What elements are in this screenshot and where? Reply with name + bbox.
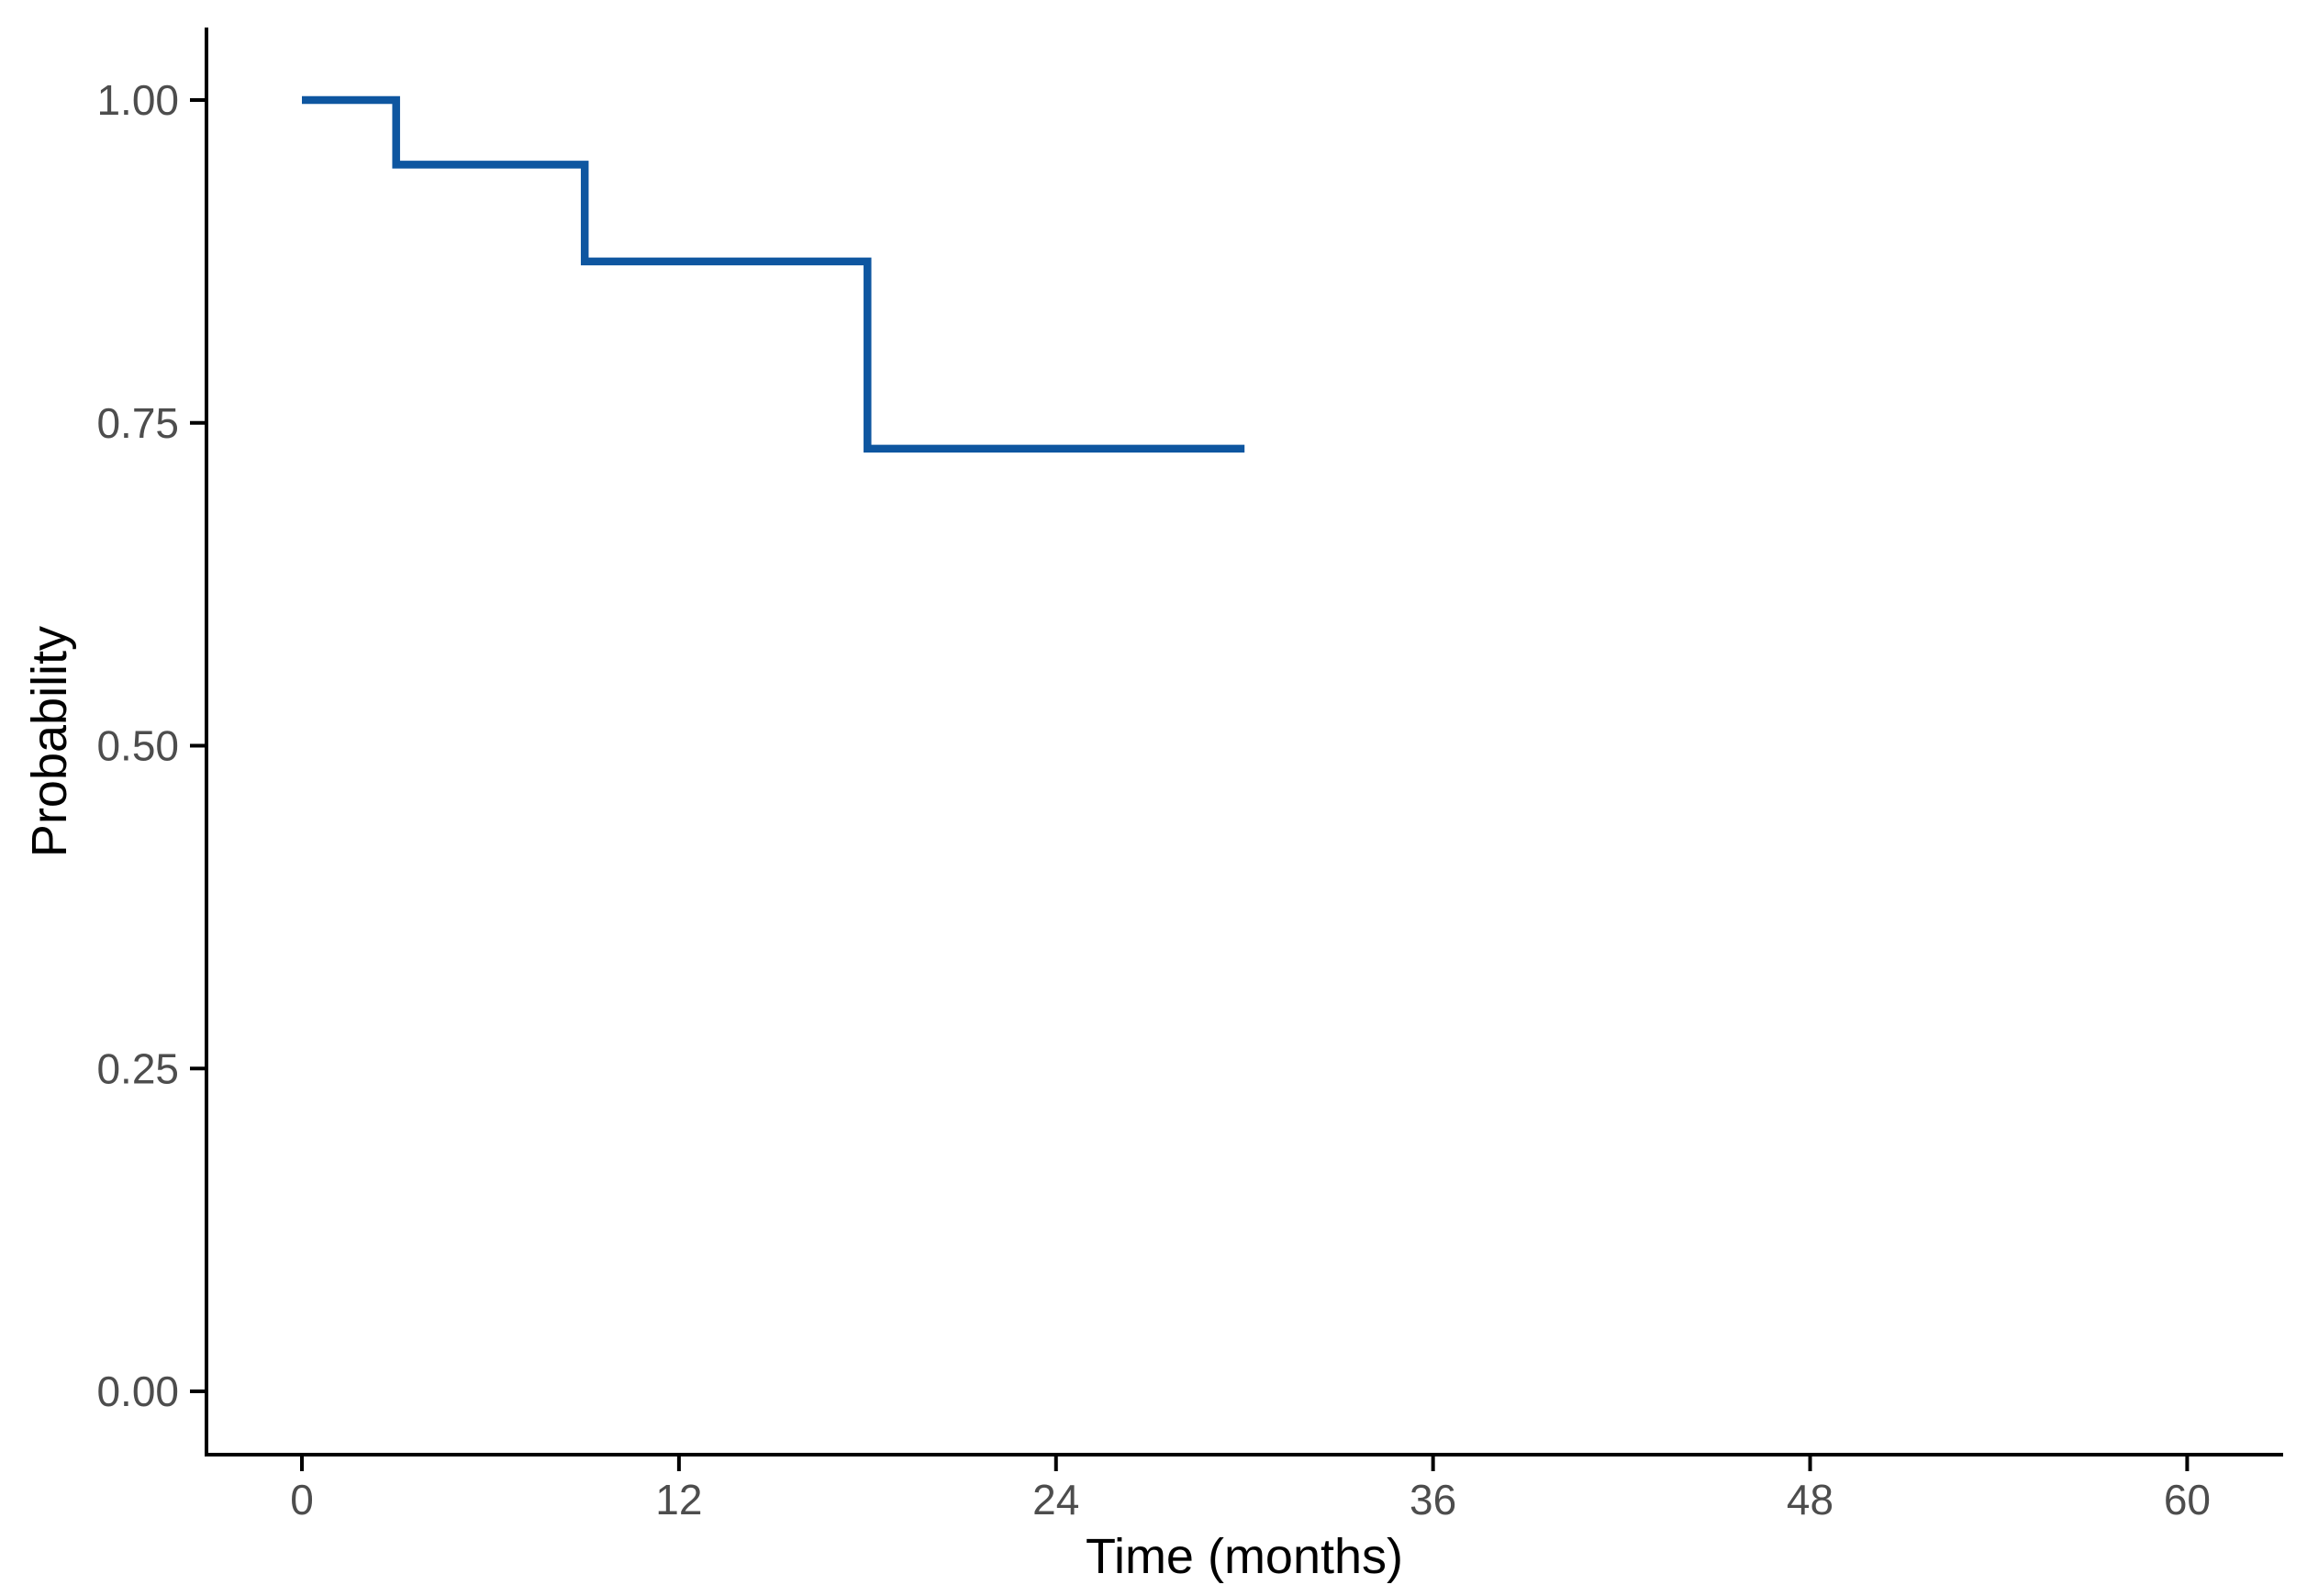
axis-lines [205,28,2283,1456]
survival-curve [302,95,1245,453]
plot-area [302,95,1245,453]
x-axis-ticks: 0 12 24 36 48 60 [290,1455,2211,1523]
x-tick-label: 36 [1410,1476,1456,1523]
y-tick-label: 0.75 [96,399,179,447]
y-tick-label: 0.00 [96,1367,179,1415]
x-tick-label: 48 [1787,1476,1833,1523]
x-axis-title: Time (months) [1086,1529,1403,1584]
y-tick-label: 0.50 [96,722,179,770]
x-tick-label: 24 [1032,1476,1079,1523]
x-tick-label: 60 [2164,1476,2211,1523]
y-axis-ticks: 1.00 0.75 0.50 0.25 0.00 [96,76,206,1415]
x-tick-label: 12 [655,1476,702,1523]
y-tick-label: 1.00 [96,76,179,124]
y-tick-label: 0.25 [96,1044,179,1092]
x-tick-label: 0 [290,1476,314,1523]
y-axis-title: Probability [22,626,77,857]
